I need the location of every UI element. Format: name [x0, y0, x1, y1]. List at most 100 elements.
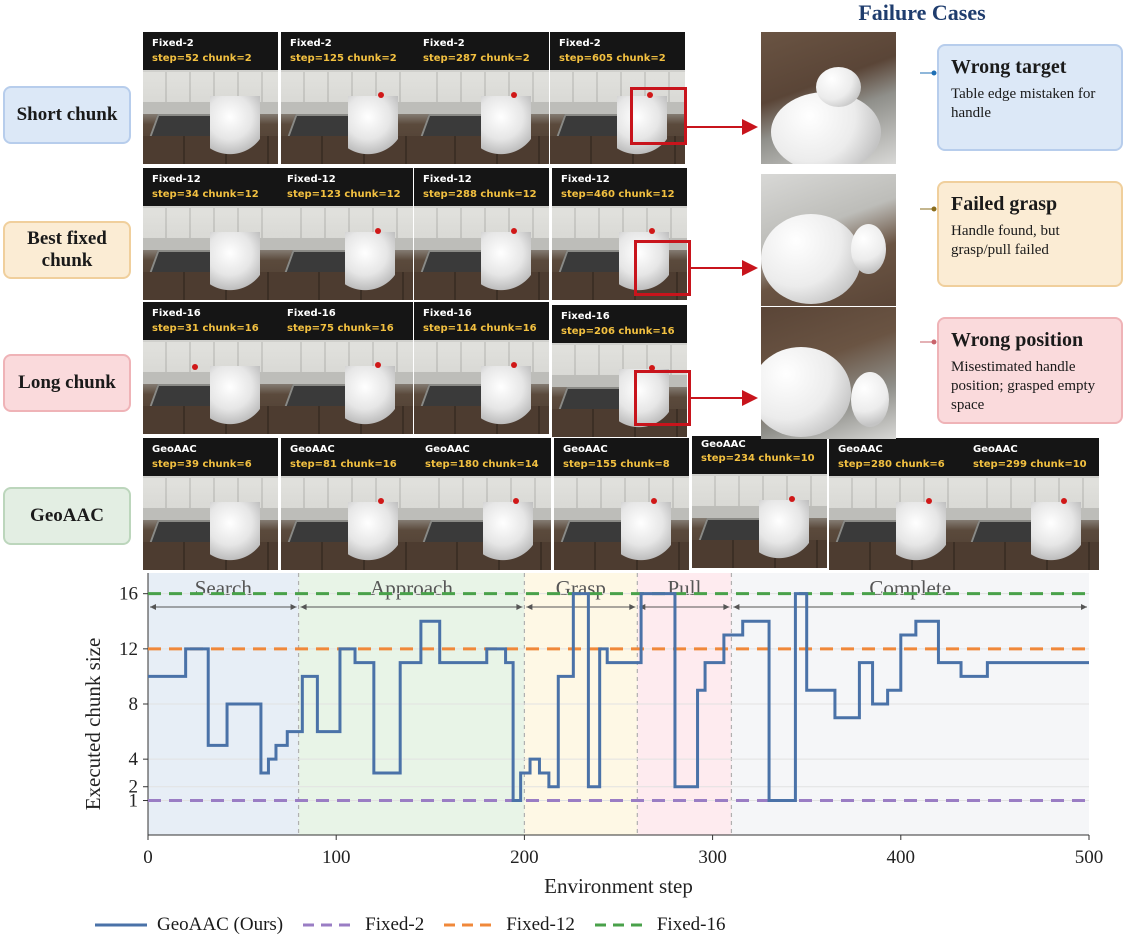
frame-name: Fixed-12 — [287, 174, 336, 185]
sim-frame: Fixed-16 step=75 chunk=16 — [278, 302, 413, 434]
sim-frame: GeoAAC step=39 chunk=6 — [143, 438, 278, 570]
frame-name: Fixed-16 — [423, 308, 472, 319]
frame-name: Fixed-16 — [561, 311, 610, 322]
failure-card-title: Wrong target — [951, 56, 1067, 78]
failure-card-wrong-target: Wrong target Table edge mistaken for han… — [937, 44, 1123, 151]
frame-info: step=75 chunk=16 — [287, 323, 394, 334]
legend-label: Fixed-16 — [656, 914, 726, 935]
frame-info: step=180 chunk=14 — [425, 459, 539, 470]
phase-arrowhead — [733, 604, 740, 610]
sim-frame: GeoAAC step=299 chunk=10 — [964, 438, 1099, 570]
frame-info: step=34 chunk=12 — [152, 189, 259, 200]
frame-name: Fixed-16 — [287, 308, 336, 319]
x-tick-label: 400 — [887, 847, 916, 868]
frame-info: step=605 chunk=2 — [559, 53, 666, 64]
frame-info: step=123 chunk=12 — [287, 189, 401, 200]
y-tick-label: 4 — [129, 749, 139, 770]
y-tick-label: 2 — [129, 777, 139, 798]
case-marker-dot — [931, 339, 937, 345]
phase-arrowhead — [1081, 604, 1087, 610]
failure-card-desc: Table edge mistaken for handle — [951, 86, 1096, 121]
frame-name: Fixed-2 — [290, 38, 332, 49]
chart-legend: GeoAAC (Ours) Fixed-2 Fixed-12 Fixed-16 — [95, 912, 745, 938]
failure-card-title: Wrong position — [951, 329, 1084, 351]
row-label-long-chunk: Long chunk — [3, 354, 131, 412]
row-label-text: GeoAAC — [30, 505, 104, 526]
sim-frame: Fixed-16 step=31 chunk=16 — [143, 302, 278, 434]
chunk-size-chart: Search Approach Grasp Pull Complete 0 100 200 30… — [81, 573, 1103, 898]
legend-item-geoaac: GeoAAC (Ours) — [95, 914, 283, 936]
y-tick-label: 1 — [129, 791, 139, 812]
arrow-overlay — [687, 70, 937, 406]
failure-card-title: Failed grasp — [951, 193, 1058, 215]
row-label-short-chunk: Short chunk — [3, 86, 131, 144]
x-axis-label: Environment step — [544, 874, 693, 898]
frame-name: GeoAAC — [290, 444, 335, 455]
frame-info: step=288 chunk=12 — [423, 189, 537, 200]
frame-name: Fixed-2 — [423, 38, 465, 49]
phase-label: Search — [195, 576, 253, 600]
sim-frame: Fixed-16 step=206 chunk=16 — [552, 305, 687, 437]
case-marker-dot — [931, 70, 937, 76]
legend-label: Fixed-12 — [506, 914, 575, 935]
sim-frame: Fixed-12 step=123 chunk=12 — [278, 168, 413, 300]
sim-frame: GeoAAC step=155 chunk=8 — [554, 438, 689, 570]
failure-card-failed-grasp: Failed grasp Handle found, but grasp/pul… — [937, 181, 1123, 287]
sim-frame: GeoAAC step=180 chunk=14 — [416, 438, 551, 570]
phase-arrowhead — [516, 604, 523, 610]
frame-info: step=39 chunk=6 — [152, 459, 252, 470]
row-label-geoaac: GeoAAC — [3, 487, 131, 545]
row-label-text: Short chunk — [16, 104, 118, 125]
frame-name: GeoAAC — [563, 444, 608, 455]
phase-arrowhead — [526, 604, 533, 610]
y-tick-label: 12 — [119, 639, 138, 660]
frame-name: Fixed-2 — [152, 38, 194, 49]
phase-arrowhead — [723, 604, 730, 610]
y-axis-label: Executed chunk size — [81, 638, 105, 811]
legend-item-fixed-2: Fixed-2 — [303, 914, 424, 936]
frame-name: GeoAAC — [701, 439, 746, 450]
phase-label: Grasp — [556, 576, 606, 600]
failure-card-wrong-position: Wrong position Misestimated handle posit… — [937, 317, 1123, 424]
frame-name: Fixed-12 — [561, 174, 610, 185]
frame-info: step=52 chunk=2 — [152, 53, 252, 64]
frame-info: step=114 chunk=16 — [423, 323, 537, 334]
zoom-crop-wrong-target — [761, 32, 896, 164]
frame-info: step=299 chunk=10 — [973, 459, 1087, 470]
sim-frame: Fixed-12 step=34 chunk=12 — [143, 168, 278, 300]
sim-frame: Fixed-16 step=114 chunk=16 — [414, 302, 549, 434]
row-label-best-fixed-chunk: Best fixed chunk — [3, 221, 131, 279]
y-tick-label: 8 — [129, 694, 139, 715]
frame-name: GeoAAC — [152, 444, 197, 455]
sim-frame: GeoAAC step=280 chunk=6 — [829, 438, 964, 570]
series-line-geoaac — [148, 592, 1089, 803]
frame-info: step=287 chunk=2 — [423, 53, 530, 64]
frame-info: step=280 chunk=6 — [838, 459, 945, 470]
frame-info: step=460 chunk=12 — [561, 189, 675, 200]
phase-arrowhead — [629, 604, 636, 610]
phase-arrowhead — [290, 604, 297, 610]
legend-label: GeoAAC (Ours) — [157, 914, 284, 935]
frame-name: Fixed-12 — [152, 174, 201, 185]
row-label-text: Best fixed chunk — [27, 228, 107, 271]
zoom-crop-wrong-position — [761, 307, 896, 439]
frame-info: step=81 chunk=16 — [290, 459, 397, 470]
sim-frame: GeoAAC step=81 chunk=16 — [281, 438, 416, 570]
frame-info: step=234 chunk=10 — [701, 453, 815, 464]
frame-name: GeoAAC — [425, 444, 470, 455]
phase-arrowhead — [300, 604, 307, 610]
x-tick-label: 300 — [698, 847, 727, 868]
x-tick-label: 0 — [143, 847, 153, 868]
phase-arrowhead — [150, 604, 156, 610]
frame-name: GeoAAC — [838, 444, 883, 455]
sim-frame: Fixed-2 step=287 chunk=2 — [414, 32, 549, 164]
phase-label: Complete — [869, 576, 951, 600]
sim-frame: Fixed-12 step=288 chunk=12 — [414, 168, 549, 300]
frame-info: step=206 chunk=16 — [561, 326, 675, 337]
legend-item-fixed-16: Fixed-16 — [594, 914, 726, 936]
failure-card-desc: Misestimated handle position; grasped em… — [951, 359, 1096, 413]
zoom-crop-failed-grasp — [761, 174, 896, 306]
frame-name: Fixed-16 — [152, 308, 201, 319]
y-tick-label: 16 — [119, 584, 138, 605]
sim-frame: GeoAAC step=234 chunk=10 — [692, 436, 827, 568]
